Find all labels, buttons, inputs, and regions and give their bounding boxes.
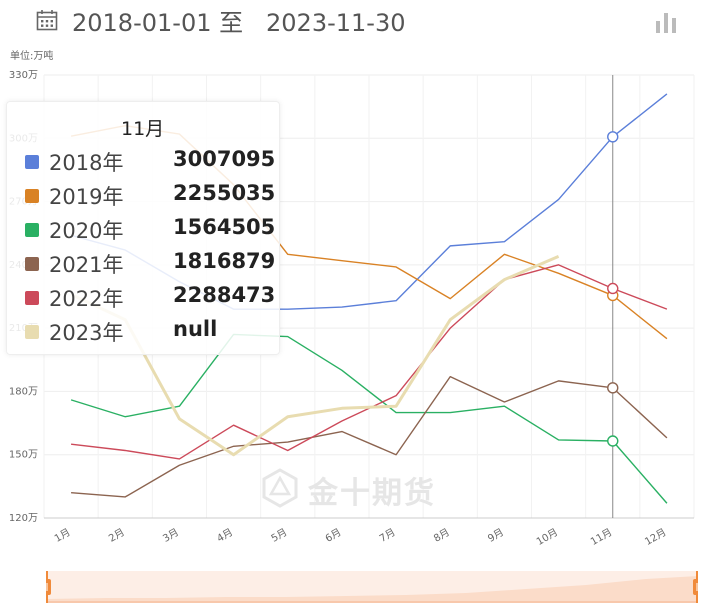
watermark: 金十期货 — [262, 468, 452, 511]
slider-preview-area — [46, 576, 698, 603]
y-tick-label: 150万 — [9, 450, 38, 461]
calendar-icon[interactable] — [36, 9, 58, 31]
tooltip-series-name: 2023年 — [49, 321, 124, 345]
slider-handle-left[interactable] — [46, 571, 51, 603]
tooltip-row: 2021年 1816879 — [25, 249, 275, 279]
watermark-text: 金十期货 — [308, 476, 436, 511]
x-tick-label: 10月 — [534, 526, 560, 548]
tooltip-series-name: 2018年 — [49, 151, 124, 175]
hover-point — [607, 282, 619, 295]
bar-chart-icon[interactable] — [654, 10, 678, 34]
tooltip-series-name: 2020年 — [49, 219, 124, 243]
watermark-logo-icon — [262, 468, 298, 508]
hover-point — [607, 382, 619, 394]
x-tick-label: 6月 — [323, 526, 343, 545]
date-range[interactable]: 2018-01-01 至 2023-11-30 — [72, 3, 406, 38]
tooltip-title: 11月 — [121, 118, 165, 140]
tooltip-series-name: 2022年 — [49, 287, 124, 311]
tooltip-series-value: 2288473 — [173, 283, 276, 307]
slider-handle-right[interactable] — [693, 571, 698, 603]
unit-label: 单位:万吨 — [10, 51, 54, 62]
x-tick-label: 7月 — [377, 526, 397, 545]
series-line — [71, 375, 668, 498]
tooltip-row: 2018年 3007095 — [25, 147, 275, 177]
series-line — [70, 255, 560, 457]
header: 2018-01-01 至 2023-11-30 — [0, 0, 718, 40]
x-tick-label: 2月 — [107, 526, 127, 545]
y-tick-label: 180万 — [9, 386, 38, 397]
tooltip-series-value: 3007095 — [173, 147, 276, 171]
x-tick-label: 8月 — [432, 526, 452, 545]
series-line — [70, 333, 668, 504]
tooltip-series-value: null — [173, 317, 218, 341]
tooltip-row: 2022年 2288473 — [25, 283, 275, 313]
tooltip-row: 2023年 null — [25, 317, 275, 347]
legend-swatch-2023 — [25, 325, 39, 339]
x-tick-label: 4月 — [215, 526, 235, 545]
tooltip-series-value: 1816879 — [173, 249, 276, 273]
tooltip: 11月 2018年 3007095 2019年 2255035 2020年 15… — [6, 101, 280, 355]
start-date: 2018-01-01 — [72, 9, 212, 37]
tooltip-row: 2020年 1564505 — [25, 215, 275, 245]
tooltip-series-value: 1564505 — [173, 215, 276, 239]
legend-swatch-2019 — [25, 189, 39, 203]
x-tick-label: 9月 — [486, 526, 506, 545]
legend-swatch-2022 — [25, 291, 39, 305]
legend-swatch-2021 — [25, 257, 39, 271]
x-tick-label: 3月 — [161, 526, 181, 545]
end-date: 2023-11-30 — [266, 9, 406, 37]
hover-point — [607, 131, 619, 143]
tooltip-series-name: 2019年 — [49, 185, 124, 209]
x-tick-label: 12月 — [643, 526, 669, 548]
tooltip-series-name: 2021年 — [49, 253, 124, 277]
y-tick-label: 330万 — [9, 70, 38, 81]
x-tick-label: 1月 — [52, 526, 72, 545]
x-tick-label: 11月 — [589, 526, 615, 548]
tooltip-series-value: 2255035 — [173, 181, 276, 205]
legend-swatch-2020 — [25, 223, 39, 237]
tooltip-row: 2019年 2255035 — [25, 181, 275, 211]
y-tick-label: 120万 — [9, 513, 38, 524]
date-separator: 至 — [219, 9, 244, 37]
hover-point — [607, 435, 619, 447]
legend-swatch-2018 — [25, 155, 39, 169]
data-zoom-slider[interactable] — [46, 571, 698, 603]
x-tick-label: 5月 — [269, 526, 289, 545]
